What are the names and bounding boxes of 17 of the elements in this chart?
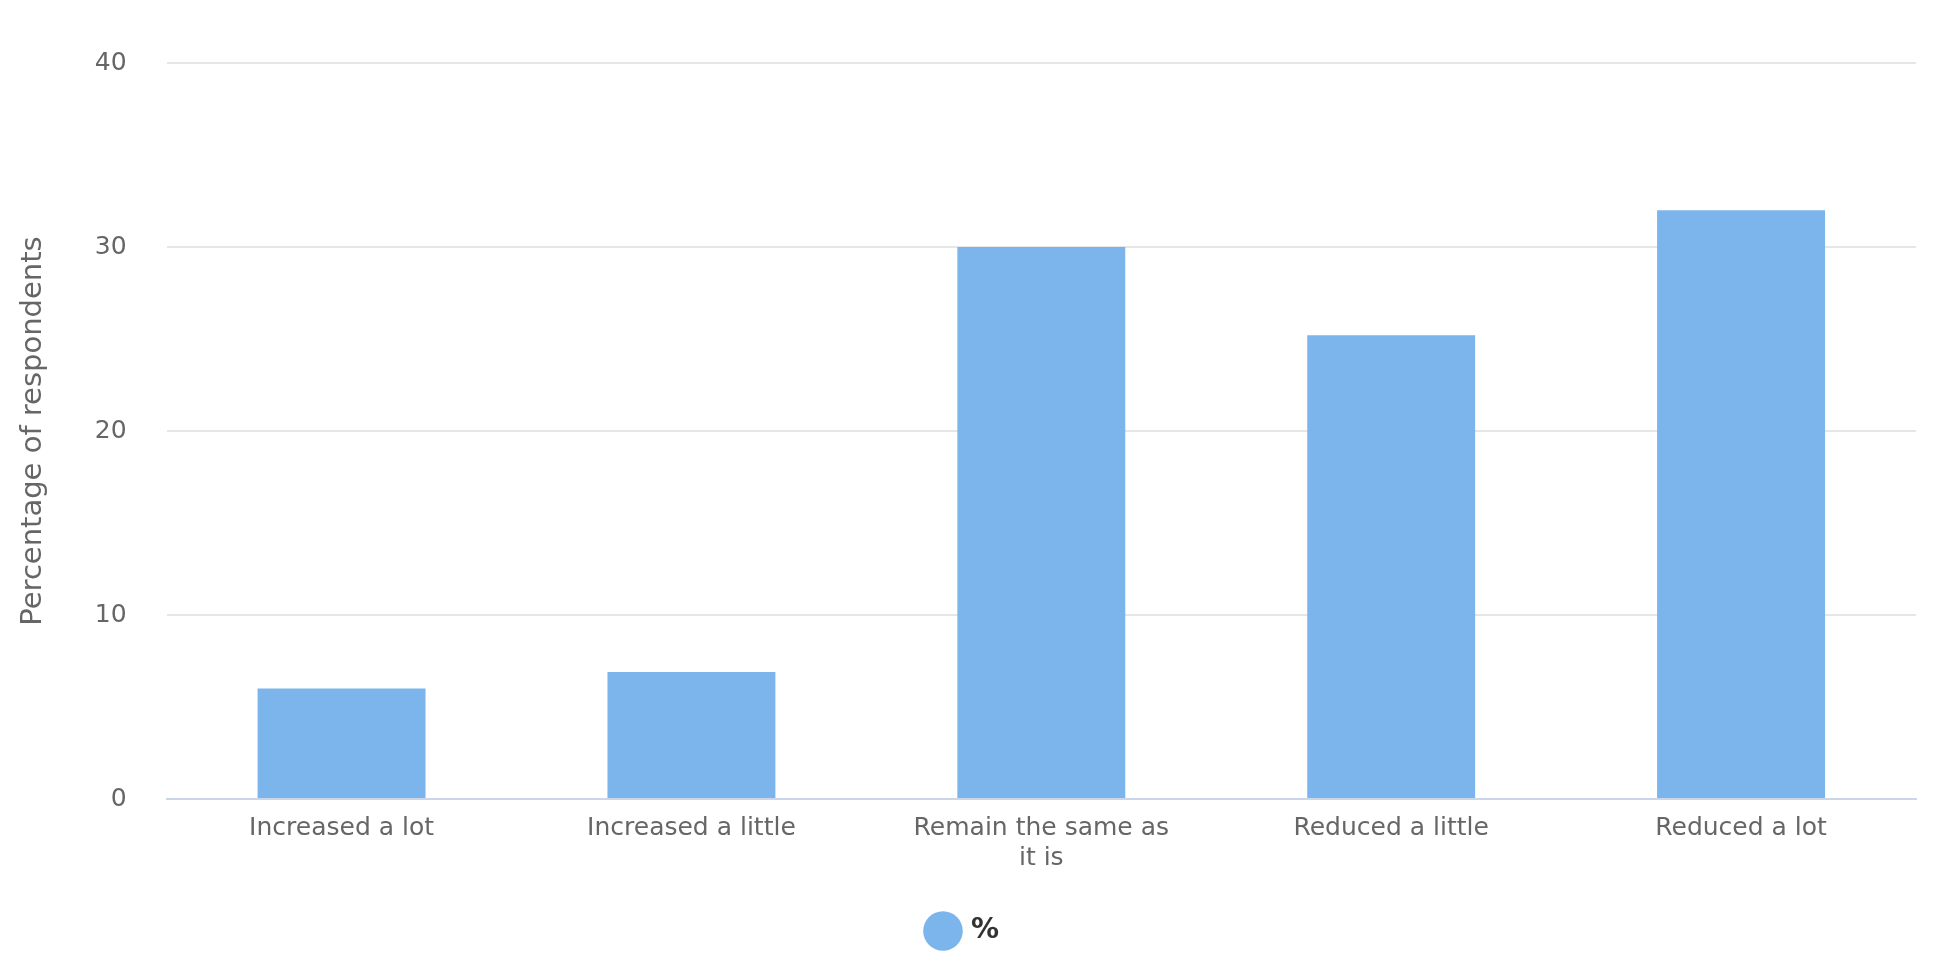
- y-tick-label: 0: [110, 782, 127, 812]
- bar: [1307, 335, 1476, 798]
- bar: [957, 247, 1126, 798]
- bar: [1657, 210, 1826, 798]
- bar: [607, 672, 776, 798]
- y-axis-title: Percentage of respondents: [13, 236, 48, 626]
- x-tick-label: Reduced a little: [1293, 811, 1489, 841]
- x-tick-label: Increased a lot: [249, 811, 435, 841]
- x-tick-label: Reduced a lot: [1655, 811, 1828, 841]
- y-tick-label: 30: [94, 230, 127, 260]
- y-tick-label: 20: [94, 414, 127, 444]
- x-tick-label: Increased a little: [587, 811, 796, 841]
- legend-label: %: [970, 912, 1000, 946]
- y-tick-label: 10: [94, 598, 127, 628]
- y-tick-label: 40: [94, 46, 127, 76]
- x-tick-label: Remain the same as it is: [913, 811, 1169, 871]
- bar: [257, 688, 426, 798]
